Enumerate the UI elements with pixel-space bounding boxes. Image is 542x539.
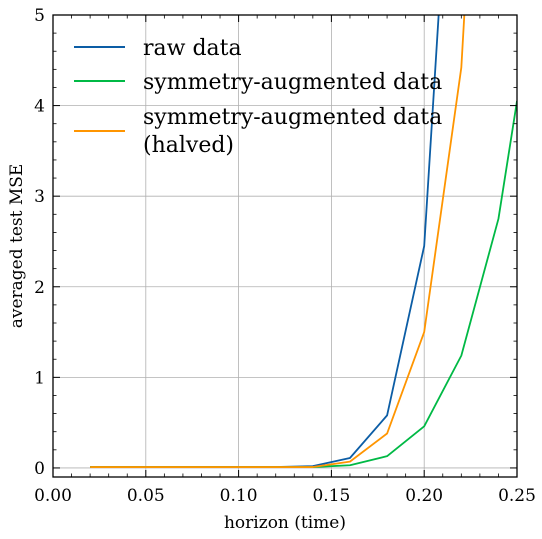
legend-label-0: raw data [143, 36, 242, 61]
y-tick-label: 4 [34, 97, 45, 117]
x-tick-label: 0.20 [405, 486, 443, 506]
y-axis-label: averaged test MSE [7, 164, 27, 329]
y-tick-label: 3 [34, 187, 45, 207]
series-line-2 [90, 15, 466, 468]
legend-label-2-line-1: (halved) [143, 133, 234, 158]
y-tick-label: 2 [34, 278, 45, 298]
tick-labels: 0.00 0.05 0.10 0.15 0.20 0.25 0 1 2 3 4 5 [34, 6, 536, 506]
x-axis-label: horizon (time) [224, 513, 346, 533]
x-tick-label: 0.05 [127, 486, 165, 506]
series-lines [90, 15, 517, 468]
x-tick-label: 0.00 [34, 486, 72, 506]
legend-label-1: symmetry-augmented data [143, 70, 442, 95]
x-tick-label: 0.10 [220, 486, 258, 506]
legend-label-2-line-0: symmetry-augmented data [143, 105, 442, 130]
legend: raw data symmetry-augmented data symmetry-… [74, 36, 442, 158]
axis-ticks [52, 14, 518, 477]
plot-frame [52, 14, 518, 478]
x-tick-label: 0.25 [498, 486, 536, 506]
x-tick-label: 0.15 [312, 486, 350, 506]
y-tick-label: 1 [34, 368, 45, 388]
y-tick-label: 5 [34, 6, 45, 26]
y-tick-label: 0 [34, 459, 45, 479]
